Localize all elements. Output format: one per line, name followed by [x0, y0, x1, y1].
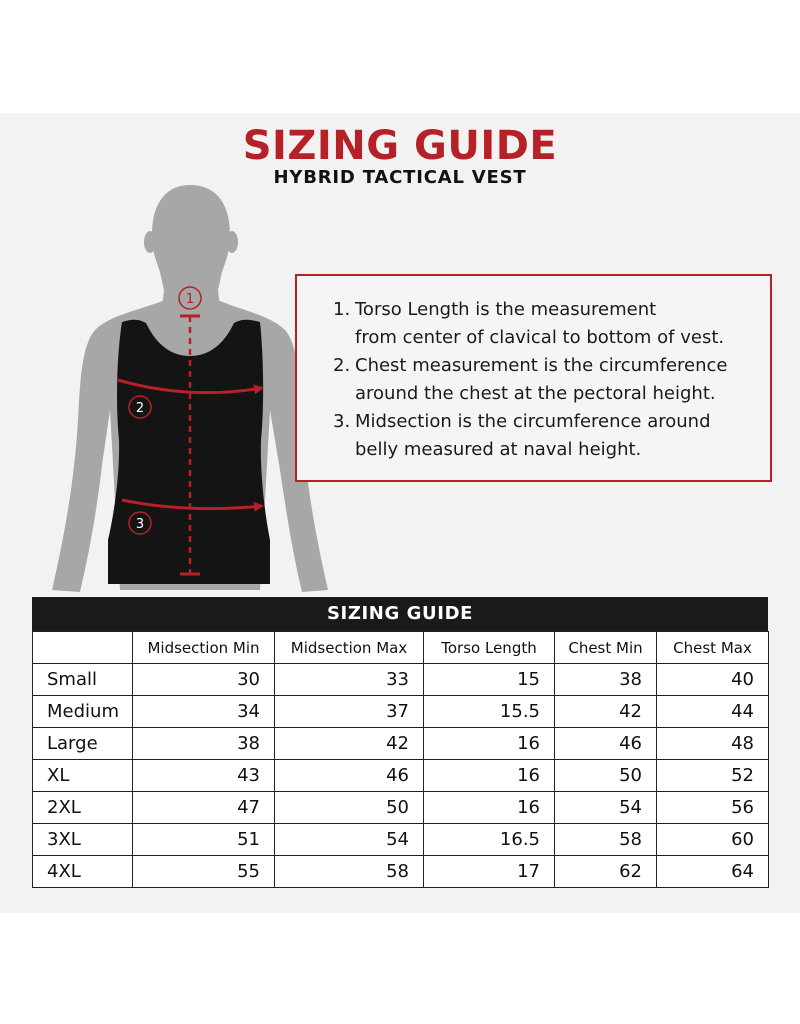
table-row: Medium 34 37 15.5 42 44: [32, 695, 769, 728]
table-cell: 16: [423, 727, 555, 760]
notes-list: 1. Torso Length is the measurement from …: [333, 296, 763, 464]
column-header: Midsection Max: [274, 631, 424, 664]
table-row: 2XL 47 50 16 54 56: [32, 791, 769, 824]
size-cell: Medium: [32, 695, 133, 728]
column-header: Chest Max: [656, 631, 769, 664]
marker-label: 2: [136, 401, 144, 416]
table-cell: 64: [656, 855, 769, 888]
note-number: 1.: [333, 299, 351, 320]
table-cell: 30: [132, 663, 275, 696]
table-cell: 15.5: [423, 695, 555, 728]
table-cell: 44: [656, 695, 769, 728]
table-cell: 56: [656, 791, 769, 824]
marker-midsection: 3: [128, 511, 152, 535]
column-header: [32, 631, 133, 664]
torso-length-line: [180, 314, 200, 576]
size-cell: XL: [32, 759, 133, 792]
table-cell: 34: [132, 695, 275, 728]
note-number: 2.: [333, 355, 351, 376]
table-cell: 16: [423, 759, 555, 792]
note-item: 2. Chest measurement is the circumferenc…: [333, 352, 763, 408]
table-cell: 37: [274, 695, 424, 728]
table-cell: 58: [554, 823, 657, 856]
table-cell: 43: [132, 759, 275, 792]
size-cell: Large: [32, 727, 133, 760]
note-line: from center of clavical to bottom of ves…: [355, 327, 725, 348]
table-cell: 38: [132, 727, 275, 760]
table-cell: 51: [132, 823, 275, 856]
table-row: 3XL 51 54 16.5 58 60: [32, 823, 769, 856]
table-cell: 42: [554, 695, 657, 728]
table-header-row: Midsection Min Midsection Max Torso Leng…: [32, 631, 769, 664]
table-cell: 46: [274, 759, 424, 792]
note-line: around the chest at the pectoral height.: [355, 383, 716, 404]
table-title: SIZING GUIDE: [32, 597, 768, 631]
marker-label: 3: [136, 517, 144, 532]
table-cell: 52: [656, 759, 769, 792]
marker-chest: 2: [128, 395, 152, 419]
size-cell: 2XL: [32, 791, 133, 824]
table-row: XL 43 46 16 50 52: [32, 759, 769, 792]
table-row: Large 38 42 16 46 48: [32, 727, 769, 760]
table-cell: 55: [132, 855, 275, 888]
note-item: 3. Midsection is the circumference aroun…: [333, 408, 763, 464]
table-cell: 54: [554, 791, 657, 824]
table-cell: 15: [423, 663, 555, 696]
table-cell: 58: [274, 855, 424, 888]
note-line: Midsection is the circumference around: [355, 411, 711, 432]
size-cell: 3XL: [32, 823, 133, 856]
table-cell: 16.5: [423, 823, 555, 856]
column-header: Torso Length: [423, 631, 555, 664]
sizing-table: Midsection Min Midsection Max Torso Leng…: [32, 631, 769, 888]
table-cell: 50: [554, 759, 657, 792]
midsection-arrow: [121, 498, 264, 512]
note-number: 3.: [333, 411, 351, 432]
table-cell: 38: [554, 663, 657, 696]
size-cell: Small: [32, 663, 133, 696]
table-cell: 62: [554, 855, 657, 888]
table-row: Small 30 33 15 38 40: [32, 663, 769, 696]
table-cell: 48: [656, 727, 769, 760]
table-row: 4XL 55 58 17 62 64: [32, 855, 769, 888]
table-cell: 60: [656, 823, 769, 856]
marker-torso-length: 1: [178, 286, 202, 310]
table-cell: 47: [132, 791, 275, 824]
body-figure-illustration: 1 2 3: [52, 185, 328, 592]
marker-label: 1: [186, 292, 194, 307]
note-line: Chest measurement is the circumference: [355, 355, 728, 376]
table-cell: 42: [274, 727, 424, 760]
table-cell: 33: [274, 663, 424, 696]
measurement-notes-box: 1. Torso Length is the measurement from …: [295, 274, 772, 482]
chest-arrow: [117, 378, 264, 395]
column-header: Chest Min: [554, 631, 657, 664]
page-title: SIZING GUIDE: [242, 123, 558, 169]
page-subtitle: HYBRID TACTICAL VEST: [273, 167, 527, 188]
table-cell: 40: [656, 663, 769, 696]
table-cell: 17: [423, 855, 555, 888]
size-cell: 4XL: [32, 855, 133, 888]
table-cell: 54: [274, 823, 424, 856]
table-cell: 50: [274, 791, 424, 824]
note-line: Torso Length is the measurement: [355, 299, 657, 320]
column-header: Midsection Min: [132, 631, 275, 664]
table-cell: 46: [554, 727, 657, 760]
table-cell: 16: [423, 791, 555, 824]
note-line: belly measured at naval height.: [355, 439, 642, 460]
note-item: 1. Torso Length is the measurement from …: [333, 296, 763, 352]
